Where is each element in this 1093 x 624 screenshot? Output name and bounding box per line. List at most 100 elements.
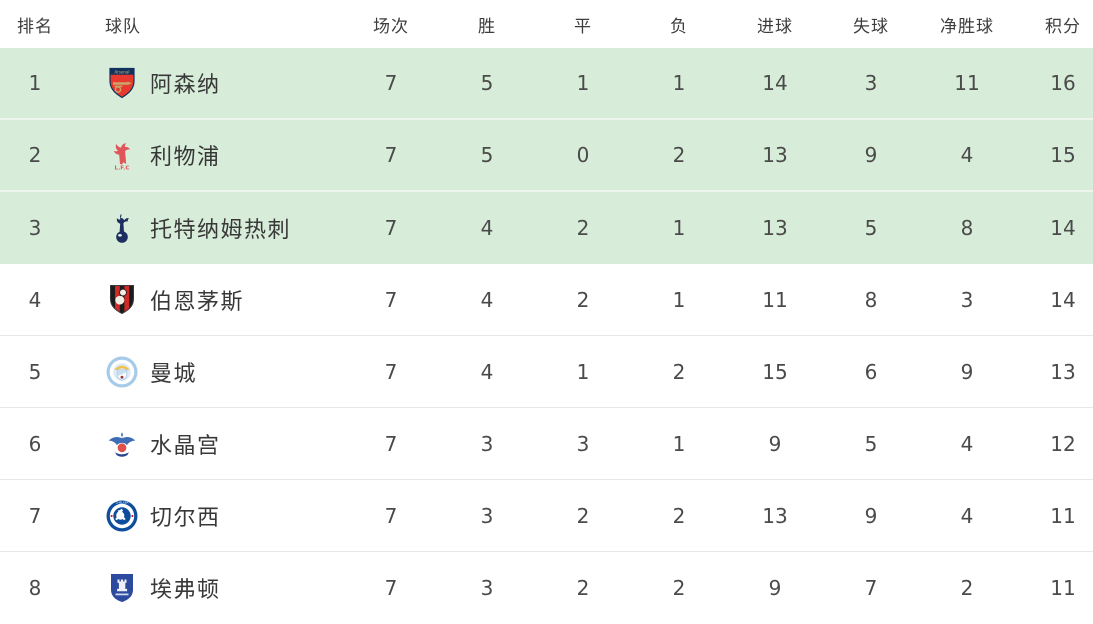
losses-cell: 1 — [672, 287, 686, 312]
goals-for-cell: 14 — [762, 71, 788, 95]
team-name: 水晶宫 — [150, 433, 221, 459]
bournemouth-crest-icon — [105, 283, 139, 317]
table-row: 5 曼城 7 4 1 2 15 6 9 13 — [0, 336, 1093, 408]
goal-diff-cell: 4 — [960, 503, 974, 528]
svg-text:L.F.C: L.F.C — [115, 166, 130, 172]
team-cell: CHELSEA 切尔西 — [70, 499, 343, 533]
points-cell: 14 — [1050, 287, 1076, 312]
goal-diff-cell: 3 — [960, 287, 974, 312]
points-cell: 11 — [1050, 503, 1076, 528]
losses-cell: 1 — [672, 431, 686, 456]
goals-against-cell: 5 — [864, 431, 878, 456]
team-name: 切尔西 — [150, 505, 221, 531]
table-row: 7 CHELSEA 切尔西 7 3 2 2 13 9 4 11 — [0, 480, 1093, 552]
played-cell: 7 — [384, 576, 398, 600]
table-header-row: 排名 球队 场次 胜 平 负 进球 失球 净胜球 积分 — [0, 0, 1093, 48]
wins-cell: 5 — [480, 143, 494, 167]
wins-cell: 4 — [480, 359, 494, 384]
draws-cell: 1 — [576, 359, 590, 384]
table-row: 2 L.F.C 利物浦 7 5 0 2 13 9 4 15 — [0, 120, 1093, 192]
liverpool-crest-icon: L.F.C — [105, 138, 139, 172]
column-header-goals-for: 进球 — [757, 16, 793, 37]
goals-for-cell: 13 — [762, 143, 788, 167]
goal-diff-cell: 9 — [960, 359, 974, 384]
wins-cell: 4 — [480, 287, 494, 312]
losses-cell: 1 — [672, 216, 686, 240]
draws-cell: 3 — [576, 431, 590, 456]
played-cell: 7 — [384, 71, 398, 95]
draws-cell: 1 — [576, 71, 590, 95]
goals-for-cell: 13 — [762, 216, 788, 240]
wins-cell: 3 — [480, 431, 494, 456]
column-header-rank: 排名 — [17, 16, 53, 37]
rank-cell: 2 — [28, 143, 42, 167]
team-cell: 水晶宫 — [70, 427, 343, 461]
chelsea-crest-icon: CHELSEA — [105, 499, 139, 533]
goals-against-cell: 7 — [864, 576, 878, 600]
column-header-draws: 平 — [574, 16, 592, 37]
goals-against-cell: 8 — [864, 287, 878, 312]
team-cell: Arsenal 阿森纳 — [70, 66, 343, 100]
rank-cell: 3 — [28, 216, 42, 240]
draws-cell: 0 — [576, 143, 590, 167]
rank-cell: 6 — [28, 431, 42, 456]
goals-against-cell: 6 — [864, 359, 878, 384]
losses-cell: 2 — [672, 503, 686, 528]
goal-diff-cell: 11 — [954, 71, 980, 95]
points-cell: 16 — [1050, 71, 1076, 95]
points-cell: 14 — [1050, 216, 1076, 240]
rank-cell: 5 — [28, 359, 42, 384]
svg-text:CHELSEA: CHELSEA — [116, 500, 129, 504]
team-cell: 曼城 — [70, 355, 343, 389]
team-name: 阿森纳 — [150, 73, 221, 98]
played-cell: 7 — [384, 287, 398, 312]
table-row: 8 埃弗顿 7 3 2 2 9 7 2 11 — [0, 552, 1093, 624]
table-row: 3 托特纳姆热刺 7 4 2 1 13 5 8 14 — [0, 192, 1093, 264]
goals-for-cell: 9 — [768, 576, 782, 600]
goals-for-cell: 9 — [768, 431, 782, 456]
team-name: 曼城 — [150, 361, 198, 387]
played-cell: 7 — [384, 216, 398, 240]
column-header-team: 球队 — [105, 16, 141, 37]
losses-cell: 2 — [672, 143, 686, 167]
table-row: 6 水晶宫 7 3 3 1 9 5 4 12 — [0, 408, 1093, 480]
goal-diff-cell: 4 — [960, 431, 974, 456]
rank-cell: 4 — [28, 287, 42, 312]
crystal-palace-crest-icon — [105, 427, 139, 461]
column-header-points: 积分 — [1045, 16, 1081, 37]
table-row: 1 Arsenal 阿森纳 7 5 1 1 14 — [0, 48, 1093, 120]
tottenham-crest-icon — [105, 211, 139, 245]
played-cell: 7 — [384, 359, 398, 384]
goal-diff-cell: 8 — [960, 216, 974, 240]
goal-diff-cell: 2 — [960, 576, 974, 600]
played-cell: 7 — [384, 143, 398, 167]
wins-cell: 5 — [480, 71, 494, 95]
column-header-losses: 负 — [670, 16, 688, 37]
wins-cell: 3 — [480, 576, 494, 600]
wins-cell: 4 — [480, 216, 494, 240]
team-name: 利物浦 — [150, 145, 221, 170]
goals-for-cell: 15 — [762, 359, 788, 384]
arsenal-crest-icon: Arsenal — [105, 66, 139, 100]
wins-cell: 3 — [480, 503, 494, 528]
team-cell: L.F.C 利物浦 — [70, 138, 343, 172]
goals-for-cell: 13 — [762, 503, 788, 528]
column-header-wins: 胜 — [478, 16, 496, 37]
goals-for-cell: 11 — [762, 287, 788, 312]
column-header-played: 场次 — [373, 16, 409, 37]
goals-against-cell: 9 — [864, 143, 878, 167]
goals-against-cell: 5 — [864, 216, 878, 240]
losses-cell: 2 — [672, 359, 686, 384]
played-cell: 7 — [384, 431, 398, 456]
team-cell: 埃弗顿 — [70, 571, 343, 605]
goals-against-cell: 3 — [864, 71, 878, 95]
rank-cell: 8 — [28, 576, 42, 600]
column-header-goals-against: 失球 — [853, 16, 889, 37]
losses-cell: 2 — [672, 576, 686, 600]
draws-cell: 2 — [576, 287, 590, 312]
points-cell: 12 — [1050, 431, 1076, 456]
goals-against-cell: 9 — [864, 503, 878, 528]
everton-crest-icon — [105, 571, 139, 605]
draws-cell: 2 — [576, 216, 590, 240]
